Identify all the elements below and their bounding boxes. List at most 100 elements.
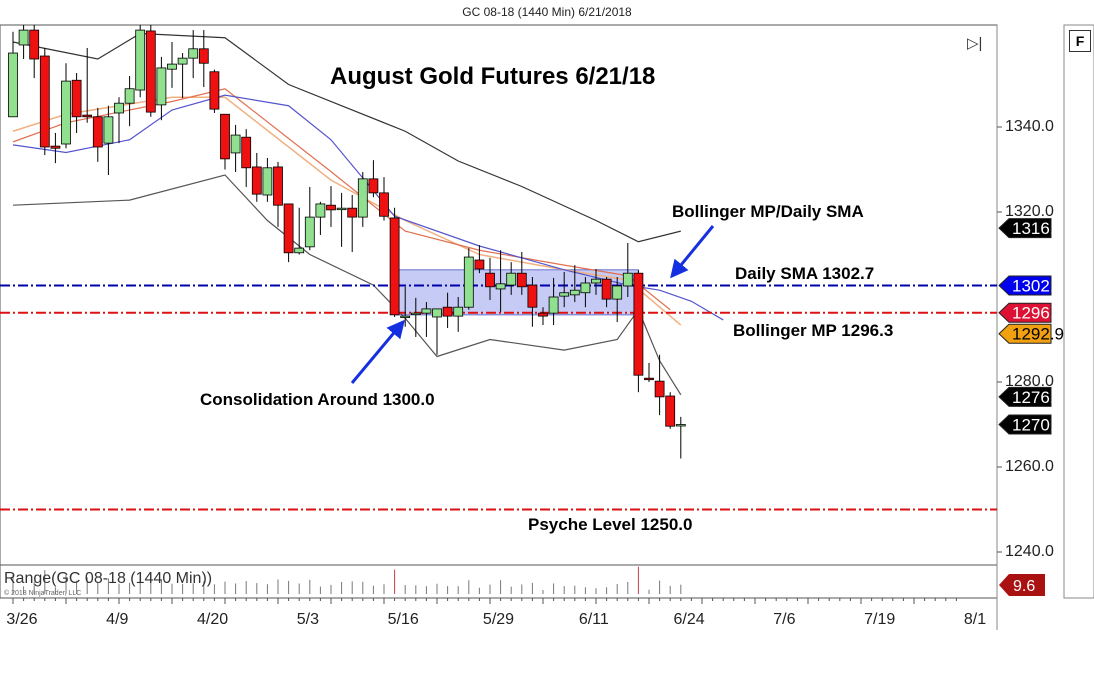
price-tag-label: 1270.0: [1012, 416, 1064, 435]
candle: [675, 424, 686, 427]
candle: [357, 178, 368, 218]
indicator-label: Range(GC 08-18 (1440 Min)): [4, 570, 212, 587]
x-tick-label: 6/11: [579, 611, 609, 628]
candle: [82, 114, 93, 118]
chart-title: August Gold Futures 6/21/18: [330, 63, 655, 90]
candle: [400, 315, 411, 319]
candle: [50, 145, 61, 149]
x-tick-label: 5/3: [297, 611, 319, 628]
candle: [644, 377, 654, 381]
annotation-daily-sma: Daily SMA 1302.7: [735, 264, 874, 283]
candle: [198, 48, 209, 64]
price-tag-label: 1296.3: [1012, 304, 1064, 323]
x-tick-label: 7/19: [864, 611, 895, 628]
candle: [410, 312, 421, 316]
candle: [474, 259, 485, 270]
candle: [283, 203, 294, 254]
candle: [442, 306, 453, 317]
y-tick-label: 1260.0: [1005, 458, 1054, 475]
f-button[interactable]: F: [1069, 30, 1091, 52]
x-tick-label: 4/20: [197, 611, 228, 628]
candle: [665, 395, 676, 427]
price-tag-label: 1292.9: [1012, 325, 1064, 344]
price-tag-label: 1302.7: [1012, 277, 1064, 296]
price-tag: [998, 386, 1052, 407]
candle: [538, 312, 548, 317]
candle: [453, 306, 464, 317]
candle: [580, 282, 591, 294]
candle: [601, 278, 612, 300]
candle: [103, 116, 114, 144]
candle: [114, 102, 124, 114]
candle: [304, 216, 315, 248]
axis-border: [1063, 24, 1094, 599]
candle: [622, 272, 633, 287]
candle: [8, 52, 18, 118]
annotation-bollinger-sma: Bollinger MP/Daily SMA: [672, 202, 864, 221]
candle: [633, 272, 644, 376]
candle: [230, 134, 241, 154]
candle: [177, 57, 188, 65]
candle: [39, 55, 50, 148]
candle: [273, 166, 283, 206]
candle: [241, 136, 252, 169]
candle: [379, 192, 389, 217]
x-tick-label: 8/1: [964, 611, 986, 628]
x-tick-label: 3/26: [6, 611, 37, 628]
candle: [124, 88, 135, 104]
indicator-value: 9.6: [1013, 578, 1035, 595]
candle: [262, 167, 273, 196]
candle: [188, 48, 199, 59]
price-tag-label: 1316.2: [1012, 219, 1064, 238]
candle: [506, 272, 517, 286]
candle: [591, 278, 601, 284]
y-tick-label: 1320.0: [1005, 203, 1054, 220]
candle: [336, 207, 347, 211]
annotation-bollinger-mp: Bollinger MP 1296.3: [733, 321, 893, 340]
candle: [61, 80, 71, 145]
candle: [368, 178, 379, 194]
annotation-psyche-level: Psyche Level 1250.0: [528, 515, 692, 534]
candle: [71, 79, 82, 118]
candle: [145, 30, 156, 113]
arrow-to-consolidation: [350, 319, 405, 384]
candle: [209, 71, 220, 110]
annotation-consolidation: Consolidation Around 1300.0: [200, 390, 435, 409]
price-tag: [998, 414, 1052, 435]
price-tag: [998, 275, 1052, 296]
candle: [167, 63, 177, 70]
y-tick-label: 1240.0: [1005, 543, 1054, 560]
candle: [485, 272, 495, 288]
candle: [463, 256, 474, 308]
indicator-value-tag: [999, 574, 1045, 596]
y-tick-label: 1340.0: [1005, 118, 1054, 135]
x-tick-label: 4/9: [106, 611, 128, 628]
candle: [389, 217, 400, 316]
candle: [326, 204, 336, 211]
candle: [135, 29, 146, 91]
price-tag-label: 1276.5: [1012, 388, 1064, 407]
candle: [315, 203, 326, 218]
x-tick-label: 6/24: [674, 611, 705, 628]
y-tick-label: 1280.0: [1005, 373, 1054, 390]
window-title: GC 08-18 (1440 Min) 6/21/2018: [462, 5, 632, 19]
candle: [29, 29, 40, 60]
bollinger-upper-band: [12, 32, 681, 243]
skip-to-end-icon[interactable]: ▷|: [967, 35, 983, 52]
price-tag: [998, 218, 1052, 239]
price-tag: [998, 323, 1052, 344]
candle: [612, 285, 623, 300]
candle: [516, 272, 527, 288]
price-tag: [998, 302, 1052, 323]
arrow-to-sma: [670, 225, 715, 279]
candle: [156, 67, 167, 106]
candle: [347, 207, 358, 218]
candle: [432, 308, 442, 318]
x-tick-label: 7/6: [773, 611, 795, 628]
candle: [548, 296, 559, 314]
x-tick-label: 5/29: [483, 611, 514, 628]
candle: [92, 116, 103, 148]
candle: [220, 113, 230, 160]
candle: [569, 289, 580, 296]
